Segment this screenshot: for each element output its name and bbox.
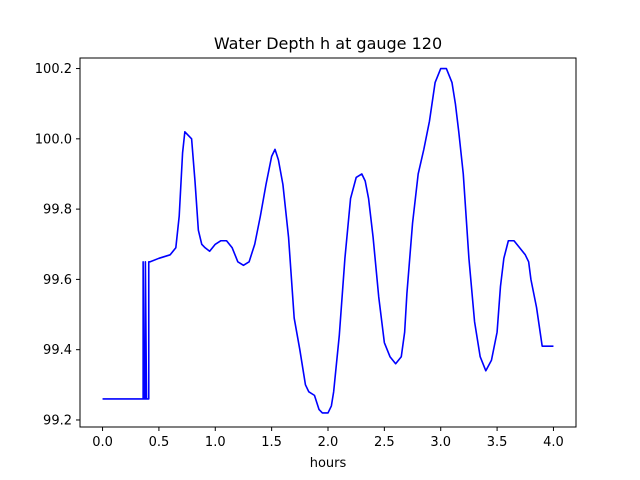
x-tick-label: 0.5 [149,435,170,450]
y-tick-label: 99.8 [43,203,72,218]
y-tick-label: 99.2 [43,413,72,428]
axis-ticks: 0.0 0.5 1.0 1.5 2.0 2.5 3.0 3.5 4.0 99.2 99.4 99.6 9… [35,62,564,450]
plot-area [102,67,554,414]
y-tick-label: 100.2 [35,62,72,77]
y-tick-label: 99.6 [43,273,72,288]
y-tick-label: 99.4 [43,343,72,358]
x-tick-label: 4.0 [543,435,564,450]
y-tick-label: 100.0 [35,132,72,147]
x-tick-label: 0.0 [92,435,113,450]
x-tick-label: 2.0 [318,435,339,450]
x-tick-label: 1.5 [261,435,282,450]
axes-frame [79,57,577,428]
chart-title: Water Depth h at gauge 120 [214,34,442,53]
x-tick-label: 3.0 [430,435,451,450]
x-tick-label: 1.0 [205,435,226,450]
x-tick-label: 2.5 [374,435,395,450]
series-line-0 [102,67,554,414]
x-axis-label: hours [310,456,347,471]
x-tick-label: 3.5 [487,435,508,450]
